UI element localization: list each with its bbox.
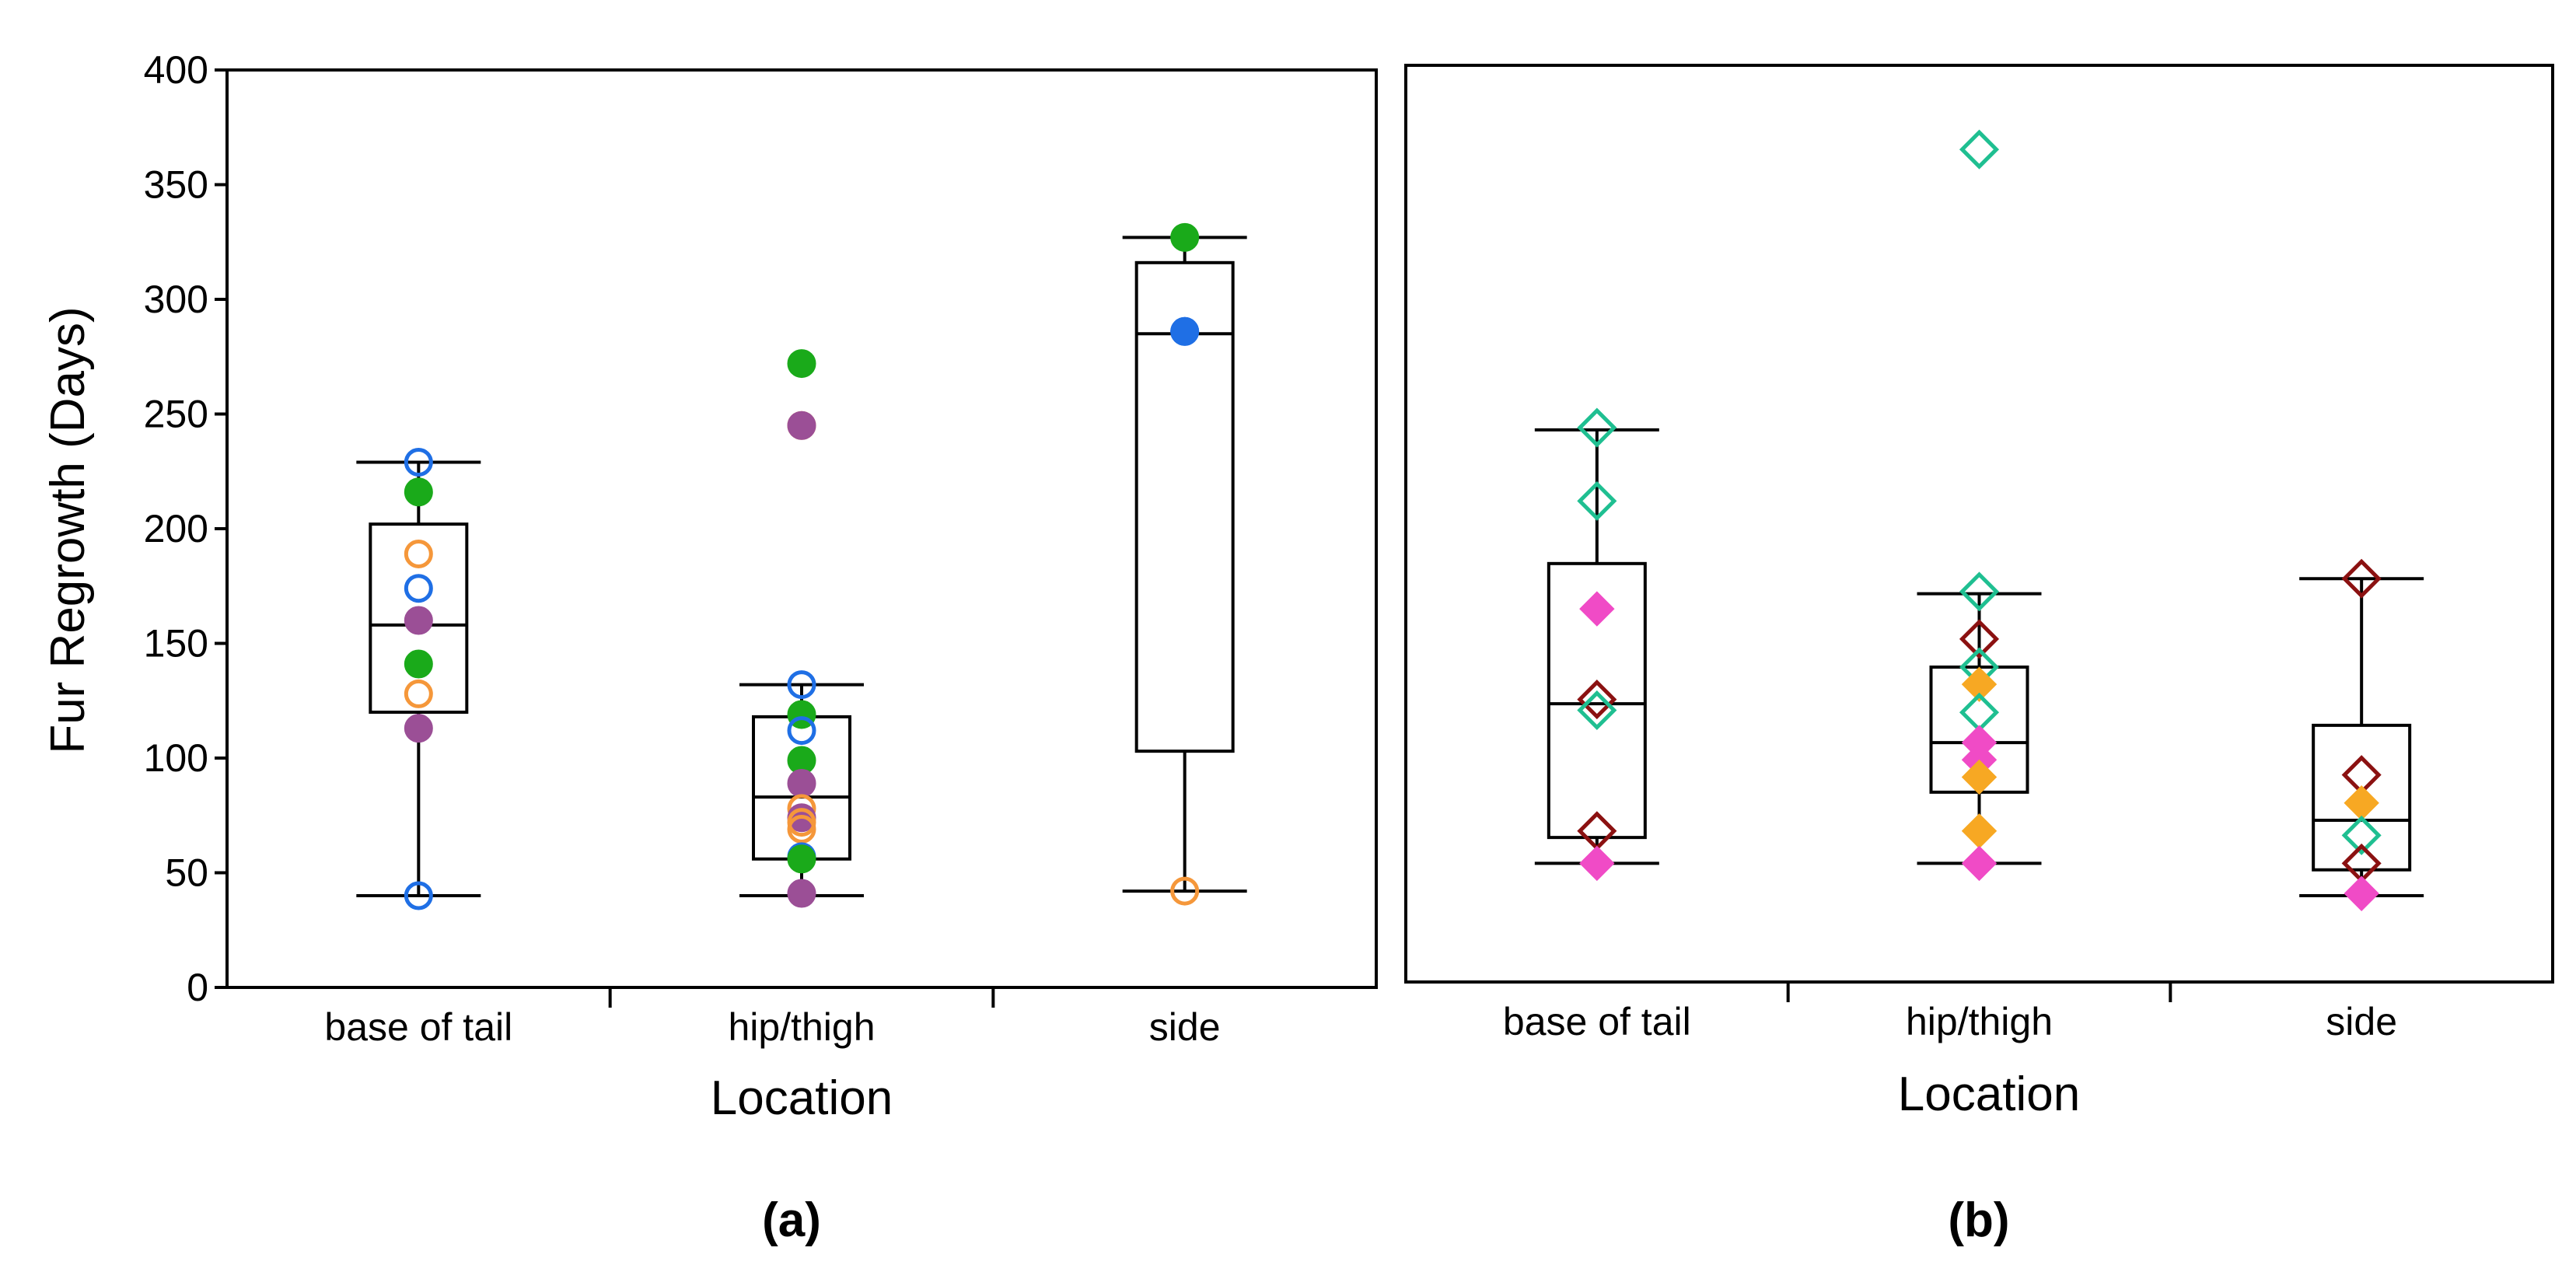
data-point bbox=[1961, 813, 1998, 849]
x-tick-label-base-of-tail: base of tail bbox=[324, 1005, 512, 1049]
data-point bbox=[1577, 480, 1617, 521]
data-point bbox=[2344, 875, 2379, 911]
x-tick-label-side: side bbox=[1149, 1005, 1221, 1049]
data-point bbox=[787, 670, 816, 700]
x-tick-label-base-of-tail: base of tail bbox=[1503, 1000, 1691, 1043]
y-axis-title-a: Fur Regrowth (Days) bbox=[41, 306, 95, 753]
x-tick-label-hip-thigh: hip/thigh bbox=[728, 1005, 875, 1049]
data-point bbox=[404, 714, 433, 743]
data-point bbox=[404, 679, 433, 708]
data-point bbox=[787, 349, 816, 379]
y-tick-label: 250 bbox=[144, 393, 208, 436]
y-tick-label: 200 bbox=[144, 507, 208, 550]
box-side bbox=[1134, 260, 1235, 753]
panel-label-a: (a) bbox=[762, 1193, 821, 1247]
box-base-of-tail bbox=[1547, 561, 1647, 840]
chart-panel-a: 0 50 100 150 200 250 300 350 400 base of tail hip… bbox=[41, 48, 1378, 1247]
data-point bbox=[404, 447, 433, 477]
plot-frame-b bbox=[1404, 64, 2554, 984]
data-point bbox=[1961, 666, 1998, 702]
box-side bbox=[2312, 723, 2412, 872]
panel-label-b: (b) bbox=[1948, 1193, 2009, 1247]
data-point bbox=[1577, 407, 1617, 448]
y-tick-label: 100 bbox=[144, 736, 208, 780]
data-point bbox=[1961, 845, 1998, 882]
data-point bbox=[1579, 845, 1615, 882]
data-point bbox=[2341, 558, 2382, 599]
data-point bbox=[1959, 619, 2000, 659]
x-axis-title-a: Location bbox=[711, 1071, 893, 1125]
y-tick-label: 300 bbox=[144, 278, 208, 321]
y-axis-a: 0 50 100 150 200 250 300 350 400 bbox=[144, 48, 227, 1009]
data-point bbox=[404, 606, 433, 635]
x-tick-label-side: side bbox=[2326, 1000, 2397, 1043]
y-tick-label: 50 bbox=[165, 851, 208, 895]
x-axis-a: base of tail hip/thigh side bbox=[324, 987, 1221, 1049]
data-point bbox=[1959, 129, 2000, 169]
data-point bbox=[404, 574, 433, 603]
data-point bbox=[787, 411, 816, 440]
data-point bbox=[787, 768, 816, 798]
data-point bbox=[404, 477, 433, 507]
data-point bbox=[787, 844, 816, 874]
points-a bbox=[404, 222, 1200, 910]
data-point bbox=[2341, 815, 2382, 855]
data-point bbox=[787, 814, 816, 844]
y-tick-label: 350 bbox=[144, 163, 208, 207]
data-point bbox=[1170, 316, 1200, 346]
data-point bbox=[1170, 876, 1200, 906]
data-point bbox=[1959, 571, 2000, 612]
data-point bbox=[1579, 591, 1615, 627]
x-tick-label-hip-thigh: hip/thigh bbox=[1906, 1000, 2053, 1043]
data-point bbox=[2344, 785, 2379, 821]
y-tick-label: 400 bbox=[144, 48, 208, 92]
data-point bbox=[1170, 222, 1200, 252]
box-base-of-tail bbox=[369, 522, 469, 714]
data-point bbox=[404, 649, 433, 679]
chart-panel-b: base of tail hip/thigh side Location (b) bbox=[1404, 64, 2554, 1247]
points-b bbox=[1577, 129, 2382, 911]
data-point bbox=[787, 879, 816, 908]
data-point bbox=[1577, 680, 1617, 720]
data-point bbox=[404, 881, 433, 910]
data-point bbox=[404, 539, 433, 568]
y-tick-label: 150 bbox=[144, 622, 208, 666]
data-point bbox=[1577, 690, 1617, 730]
y-tick-label: 0 bbox=[187, 966, 208, 1009]
x-axis-title-b: Location bbox=[1898, 1068, 2080, 1121]
data-point bbox=[787, 716, 816, 746]
data-point bbox=[1961, 759, 1998, 795]
x-axis-b: base of tail hip/thigh side bbox=[1503, 982, 2397, 1043]
